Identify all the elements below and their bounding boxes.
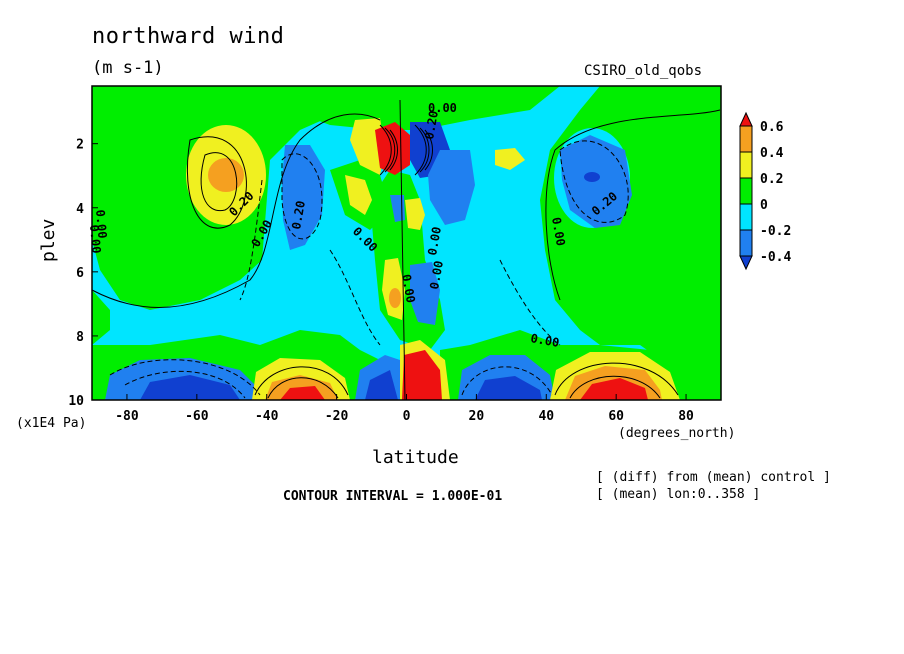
contour-label: 0.20 (289, 200, 308, 231)
contour-label: 0.00 (428, 101, 457, 115)
low-nh-red (580, 378, 648, 400)
y-tick-label: 10 (68, 394, 84, 409)
low-nh-darkblue (475, 376, 542, 400)
y-tick-label: 2 (76, 138, 84, 153)
colorbar-top-arrow (739, 111, 753, 127)
low-sh-darkblue (140, 375, 240, 400)
colorbar-swatch (739, 229, 753, 257)
colorbar-label: -0.2 (760, 224, 791, 239)
y-tick-label: 4 (76, 202, 84, 217)
x-tick-label: 80 (678, 409, 694, 424)
colorbar-label: 0.4 (760, 146, 784, 161)
colorbar: 0.6 0.4 0.2 0 -0.2 -0.4 (739, 111, 791, 271)
contour-label: 0.00 (529, 331, 560, 350)
eq-yellow3 (345, 175, 372, 215)
colorbar-swatch (739, 203, 753, 231)
contour-label: 0.00 (425, 226, 444, 257)
x-tick-label: -20 (325, 409, 349, 424)
colorbar-label: -0.4 (760, 250, 791, 265)
low-eq-red (402, 350, 442, 400)
region-green-sh-lower (92, 290, 110, 345)
contour-label: 0.00 (549, 216, 568, 247)
low-sh-red (280, 386, 325, 400)
min-sh-blue (282, 145, 325, 250)
eq-upper-yellow2 (495, 148, 525, 170)
contour-label: 0.00 (427, 260, 446, 291)
chart-title: northward wind (92, 24, 285, 49)
x-tick-label: -40 (255, 409, 279, 424)
x-axis-ticks: -80 -60 -40 -20 0 20 40 60 80 (115, 394, 694, 424)
eq-upper-blue2 (428, 150, 475, 225)
min-nh-blue (560, 135, 632, 228)
chart-units: (m s-1) (92, 58, 164, 78)
x-tick-label: 40 (538, 409, 554, 424)
x-axis-label: latitude (372, 447, 459, 468)
colorbar-swatch (739, 151, 753, 179)
region-green-top (250, 86, 560, 130)
x-tick-label: -80 (115, 409, 139, 424)
x-tick-label: -60 (185, 409, 209, 424)
y-tick-label: 8 (76, 330, 84, 345)
x-tick-label: 20 (469, 409, 485, 424)
max-sh-orange (208, 158, 244, 192)
contour-interval: CONTOUR INTERVAL = 1.000E-01 (283, 489, 503, 504)
model-name: CSIRO_old_qobs (584, 63, 703, 79)
colorbar-label: 0.2 (760, 172, 783, 187)
note-diff: [ (diff) from (mean) control ] (596, 470, 831, 485)
x-axis-unit: (degrees_north) (618, 426, 736, 441)
x-tick-label: 60 (608, 409, 624, 424)
y-axis-ticks: 2 4 6 8 10 (68, 138, 98, 409)
colorbar-bottom-arrow (739, 255, 753, 271)
min-nh-core (584, 172, 600, 182)
mid-blue (410, 262, 440, 325)
y-tick-label: 6 (76, 266, 84, 281)
colorbar-swatch (739, 125, 753, 153)
colorbar-label: 0.6 (760, 120, 784, 135)
y-axis-unit: (x1E4 Pa) (16, 416, 87, 431)
x-tick-label: 0 (403, 409, 411, 424)
contour-label: 0.00 (93, 209, 109, 239)
contour-lines (92, 99, 721, 400)
contour-fill (92, 86, 721, 400)
contour-label: 0.00 (87, 224, 103, 254)
contour-label: 0.20 (422, 110, 441, 141)
note-mean: [ (mean) lon:0..358 ] (596, 487, 761, 502)
eq-yellow4 (405, 198, 425, 230)
colorbar-swatch (739, 177, 753, 205)
contour-label: 0.00 (399, 273, 418, 304)
y-axis-label: plev (38, 218, 59, 262)
colorbar-label: 0 (760, 198, 768, 213)
mid-orange (389, 288, 401, 308)
low-eq-darkblue (365, 370, 398, 400)
